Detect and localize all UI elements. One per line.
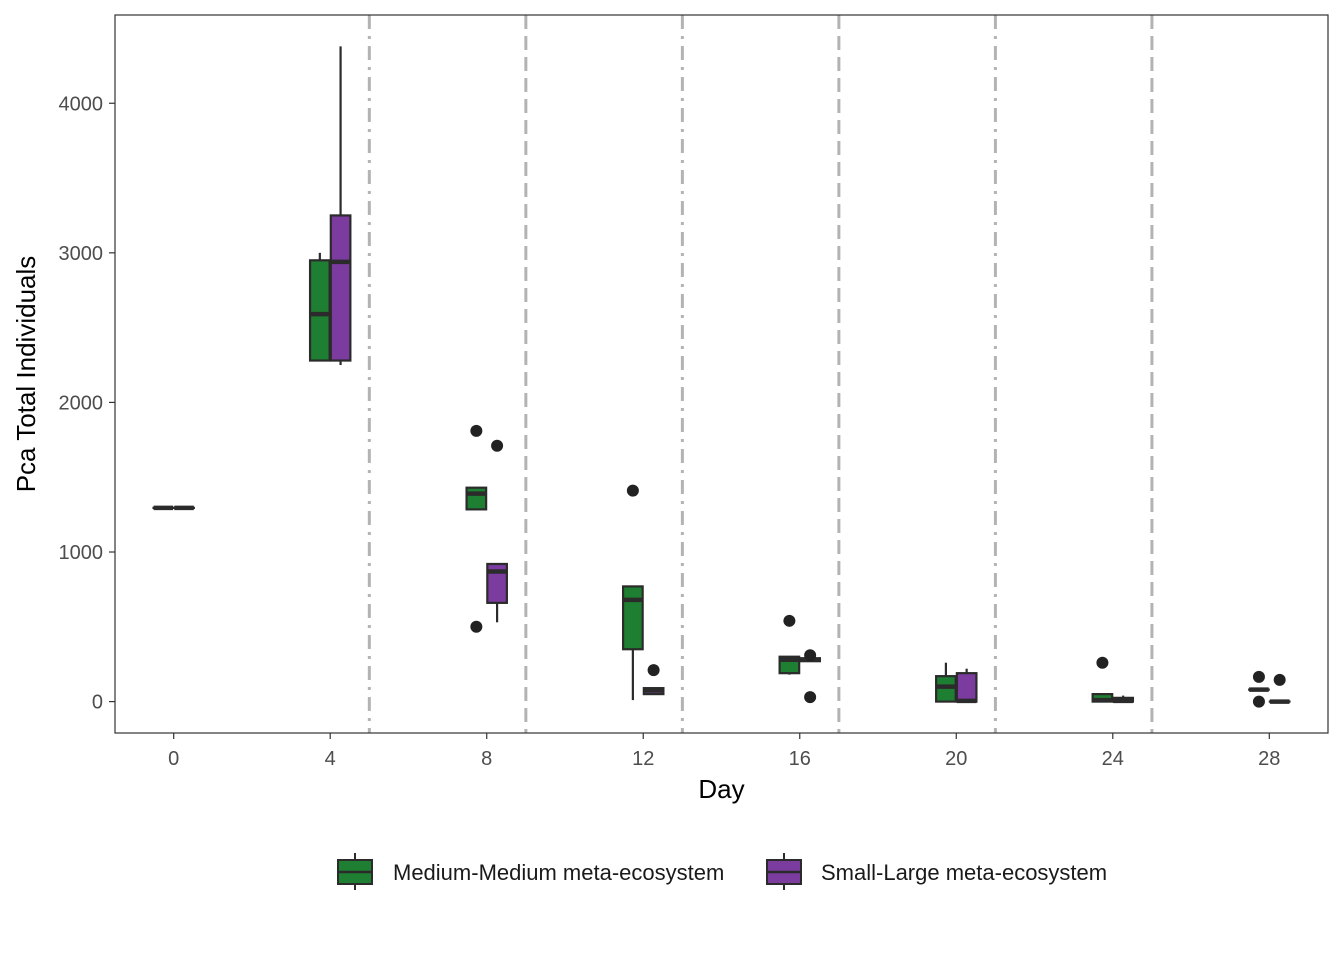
y-axis-title: Pca Total Individuals — [11, 256, 41, 493]
outlier-point — [804, 691, 817, 704]
outlier-point — [647, 664, 660, 677]
outlier-point — [491, 439, 504, 452]
outlier-point — [783, 614, 796, 627]
box-small-large-day-4 — [329, 46, 352, 366]
outlier-point — [470, 620, 483, 633]
y-tick-label: 2000 — [59, 392, 104, 414]
box-small-large-day-8 — [486, 439, 508, 623]
legend-label: Medium-Medium meta-ecosystem — [393, 860, 724, 885]
legend-item-medium-medium: Medium-Medium meta-ecosystem — [337, 853, 724, 890]
boxplot-layer — [152, 46, 1291, 708]
box-small-large-day-12 — [642, 664, 665, 696]
outlier-point — [1252, 670, 1265, 683]
box-small-large-day-16 — [799, 649, 822, 704]
outlier-point — [1096, 656, 1109, 669]
outlier-point — [1273, 673, 1286, 686]
outlier-point — [804, 649, 817, 662]
y-tick-label: 3000 — [59, 243, 104, 265]
plot-panel-border — [114, 14, 1329, 734]
box-medium-medium-day-12 — [621, 484, 644, 701]
box-medium-medium-day-28 — [1248, 670, 1270, 708]
x-tick-label: 24 — [1102, 748, 1124, 770]
box-medium-medium-day-24 — [1091, 656, 1114, 703]
x-tick-label: 4 — [325, 748, 336, 770]
y-axis: 0 1000 2000 3000 4000 — [59, 93, 115, 714]
box-medium-medium-day-16 — [778, 614, 801, 675]
box-medium-medium-day-4 — [308, 252, 331, 362]
outlier-point — [470, 424, 483, 437]
x-axis-title: Day — [698, 774, 744, 804]
outlier-point — [1252, 695, 1265, 708]
y-tick-label: 0 — [92, 692, 103, 714]
y-tick-label: 1000 — [59, 542, 104, 564]
box-body — [308, 259, 331, 362]
x-tick-label: 8 — [481, 748, 492, 770]
x-tick-label: 20 — [945, 748, 967, 770]
x-tick-label: 12 — [632, 748, 654, 770]
legend-item-small-large: Small-Large meta-ecosystem — [766, 853, 1107, 890]
box-small-large-day-28 — [1268, 673, 1291, 704]
x-axis: 0 4 8 12 16 20 24 28 — [168, 733, 1280, 770]
box-small-large-day-20 — [955, 668, 978, 704]
box-medium-medium-day-8 — [465, 424, 488, 633]
day-separators — [367, 15, 1154, 733]
x-tick-label: 16 — [789, 748, 811, 770]
outlier-point — [626, 484, 639, 497]
legend: Medium-Medium meta-ecosystem Small-Large … — [337, 853, 1107, 890]
box-small-large-day-24 — [1112, 695, 1135, 704]
legend-label: Small-Large meta-ecosystem — [821, 860, 1107, 885]
x-tick-label: 0 — [168, 748, 179, 770]
box-body — [329, 214, 352, 362]
box-body — [621, 585, 644, 651]
y-tick-label: 4000 — [59, 93, 104, 115]
box-body — [955, 672, 978, 703]
box-body — [465, 486, 488, 511]
box-medium-medium-day-20 — [935, 662, 957, 703]
x-tick-label: 28 — [1258, 748, 1280, 770]
